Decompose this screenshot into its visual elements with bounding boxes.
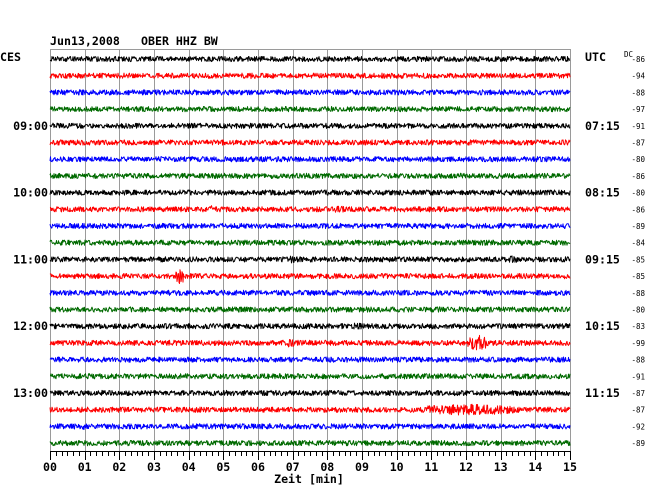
seismogram-trace-9 (49, 205, 571, 213)
x-tick-label-00: 00 (43, 460, 57, 474)
x-tick-label-11: 11 (424, 460, 438, 474)
seismogram-trace-6 (49, 156, 571, 163)
dc-offset-label: -87 (631, 389, 645, 398)
seismogram-trace-23 (49, 440, 571, 447)
dc-offset-label: -89 (631, 439, 645, 448)
dc-offset-label: -88 (631, 88, 645, 97)
x-tick-label-07: 07 (286, 460, 300, 474)
x-tick-label-05: 05 (216, 460, 230, 474)
utc-header: UTC (585, 50, 606, 64)
utc-time-labels: 07:15 08:15 09:15 10:15 11:15 (585, 119, 620, 400)
utc-time-label: 09:15 (585, 252, 620, 266)
seismogram-trace-16 (49, 322, 571, 330)
dc-offset-label: -91 (631, 372, 645, 381)
seismogram-trace-14 (49, 289, 571, 296)
x-tick-label-08: 08 (320, 460, 334, 474)
seismogram-trace-10 (49, 222, 571, 230)
dc-offset-label: -83 (631, 322, 645, 331)
seismogram-trace-4 (49, 122, 571, 129)
x-tick-label-03: 03 (147, 460, 161, 474)
utc-time-label: 08:15 (585, 186, 620, 200)
station-label: OBER HHZ BW (141, 34, 218, 48)
dc-offset-label: -86 (631, 205, 645, 214)
seismogram-trace-13 (49, 269, 571, 284)
local-time-label: 13:00 (13, 386, 48, 400)
seismogram-trace-3 (49, 106, 571, 113)
seismogram-traces (49, 55, 571, 447)
dc-offset-label: -89 (631, 222, 645, 231)
seismogram-trace-11 (49, 239, 571, 246)
local-time-label: 11:00 (13, 252, 48, 266)
utc-time-label: 10:15 (585, 319, 620, 333)
utc-time-label: 07:15 (585, 119, 620, 133)
dc-offset-label: -92 (631, 422, 645, 431)
seismogram-trace-22 (49, 423, 571, 430)
seismogram-trace-8 (49, 189, 571, 196)
seismogram-trace-18 (49, 356, 571, 363)
seismogram-trace-20 (49, 389, 571, 397)
local-time-label: 10:00 (13, 186, 48, 200)
date-label: Jun13,2008 (50, 34, 120, 48)
dc-offset-label: -99 (631, 339, 645, 348)
dc-header: DC (624, 50, 633, 59)
dc-offset-label: -94 (631, 72, 645, 81)
dc-offset-label: -80 (631, 189, 645, 198)
minute-gridlines (50, 49, 571, 451)
x-tick-label-06: 06 (251, 460, 265, 474)
seismogram-trace-15 (49, 306, 571, 313)
seismogram-trace-7 (49, 172, 571, 179)
dc-offset-label: -88 (631, 289, 645, 298)
local-time-header: CES (0, 50, 21, 64)
x-tick-label-15: 15 (563, 460, 577, 474)
x-tick-label-10: 10 (390, 460, 404, 474)
seismogram-trace-17 (49, 334, 571, 351)
seismogram-trace-5 (49, 139, 571, 146)
dc-offset-label: -80 (631, 155, 645, 164)
x-tick-label-02: 02 (112, 460, 126, 474)
seismogram-trace-2 (49, 89, 571, 96)
dc-offset-label: -86 (631, 55, 645, 64)
local-time-labels: 09:00 10:00 11:00 12:00 13:00 (13, 119, 48, 400)
dc-offset-label: -85 (631, 272, 645, 281)
seismogram-trace-12 (49, 255, 571, 264)
seismogram-trace-1 (49, 72, 571, 80)
x-axis-title: Zeit [min] (274, 472, 344, 486)
dc-offset-label: -80 (631, 306, 645, 315)
seismogram-trace-0 (49, 55, 571, 63)
seismogram-trace-21 (49, 403, 571, 416)
x-tick-label-09: 09 (355, 460, 369, 474)
x-tick-label-13: 13 (494, 460, 508, 474)
dc-offset-label: -84 (631, 239, 645, 248)
dc-offset-label: -87 (631, 406, 645, 415)
x-tick-label-01: 01 (78, 460, 92, 474)
dc-offset-labels: -86 -94 -88 -97 -91 -87 -80 -86 -80 -86 -89 -84 -85 -… (631, 55, 645, 448)
x-tick-label-12: 12 (459, 460, 473, 474)
x-axis: 00 01 02 03 04 05 06 07 08 09 10 11 12 13 14 15 (43, 451, 577, 474)
utc-time-label: 11:15 (585, 386, 620, 400)
dc-offset-label: -91 (631, 122, 645, 131)
dc-offset-label: -97 (631, 105, 645, 114)
dc-offset-label: -86 (631, 172, 645, 181)
dc-offset-label: -87 (631, 139, 645, 148)
local-time-label: 09:00 (13, 119, 48, 133)
local-time-label: 12:00 (13, 319, 48, 333)
dc-offset-label: -88 (631, 356, 645, 365)
x-tick-label-04: 04 (182, 460, 196, 474)
seismogram-trace-19 (50, 373, 571, 380)
dc-offset-label: -85 (631, 255, 645, 264)
x-tick-label-14: 14 (528, 460, 542, 474)
